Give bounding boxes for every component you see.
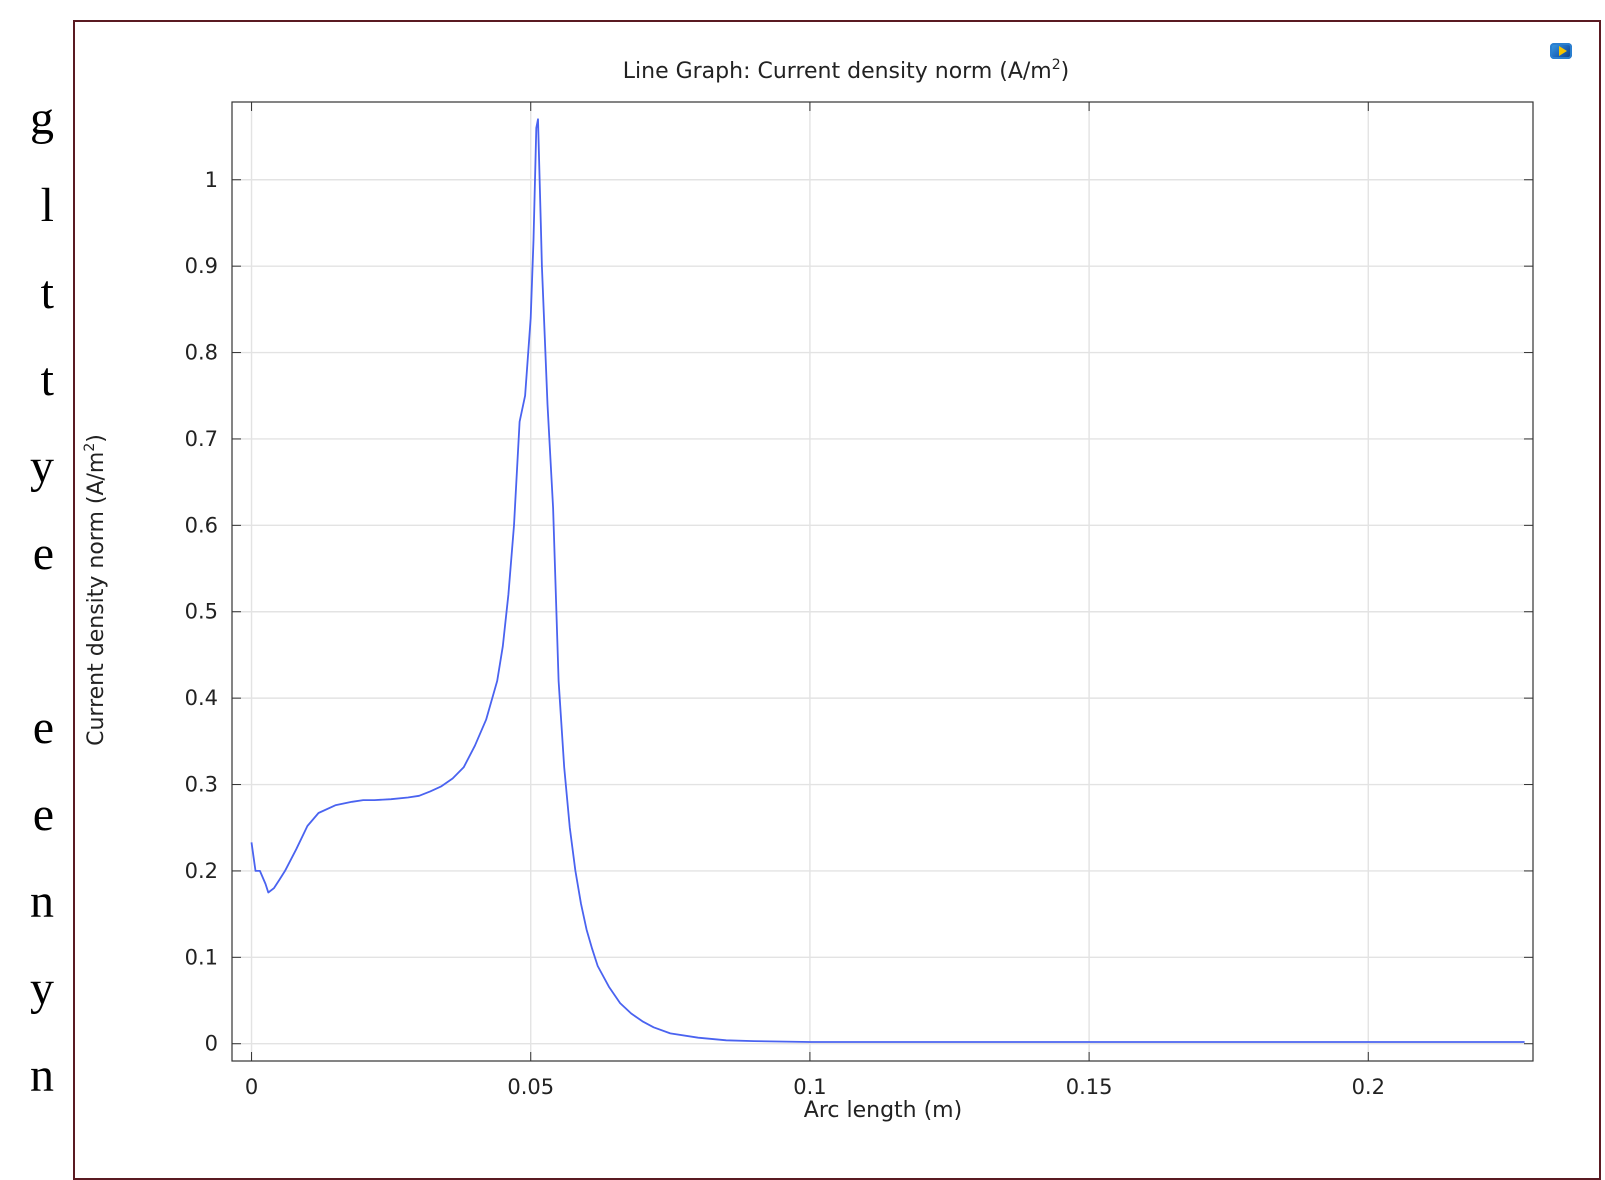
side-letter: t — [40, 353, 54, 406]
plot-area — [231, 101, 1534, 1062]
x-tick-label: 0 — [245, 1075, 258, 1099]
plot-window-icon[interactable] — [1550, 43, 1572, 59]
chart-title: Line Graph: Current density norm (A/m2) — [623, 57, 1069, 84]
side-letter: t — [40, 266, 54, 319]
y-tick-label: 0.9 — [185, 254, 218, 278]
side-letter: y — [30, 962, 54, 1015]
y-tick-label: 0.4 — [185, 686, 218, 710]
side-letter: e — [32, 527, 54, 580]
series-line — [250, 118, 1525, 1043]
line-graph-chart: Line Graph: Current density norm (A/m2) … — [82, 57, 1534, 1123]
side-letter: n — [30, 1049, 54, 1102]
y-tick-label: 0.6 — [185, 513, 218, 537]
y-tick-label: 0.3 — [185, 773, 218, 797]
y-tick-label: 0.7 — [185, 427, 218, 451]
x-tick-label: 0.15 — [1066, 1075, 1113, 1099]
chart-window: Line Graph: Current density norm (A/m2) … — [73, 20, 1601, 1180]
y-tick-label: 0.5 — [185, 600, 218, 624]
x-axis-label: Arc length (m) — [804, 1098, 962, 1123]
y-tick-label: 0.1 — [185, 945, 218, 969]
side-letter: l — [40, 179, 54, 232]
x-tick-label: 0.05 — [507, 1075, 554, 1099]
y-tick-label: 0.2 — [185, 859, 218, 883]
grid — [232, 102, 1533, 1061]
axis-ticks: 0 0.05 0.1 0.15 0.2 0 0.1 0.2 0.3 0.4 0.5 0.6 0.7 0.8… — [185, 102, 1533, 1099]
side-letter: g — [30, 92, 54, 145]
y-tick-label: 0.8 — [185, 341, 218, 365]
side-letter: e — [32, 701, 54, 754]
x-tick-label: 0.2 — [1352, 1075, 1385, 1099]
x-tick-label: 0.1 — [793, 1075, 826, 1099]
y-tick-label: 0 — [205, 1032, 218, 1056]
side-letter: e — [32, 788, 54, 841]
y-axis-label: Current density norm (A/m2) — [82, 434, 109, 746]
side-letter: y — [30, 440, 54, 493]
side-letter: n — [30, 875, 54, 928]
y-tick-label: 1 — [205, 168, 218, 192]
